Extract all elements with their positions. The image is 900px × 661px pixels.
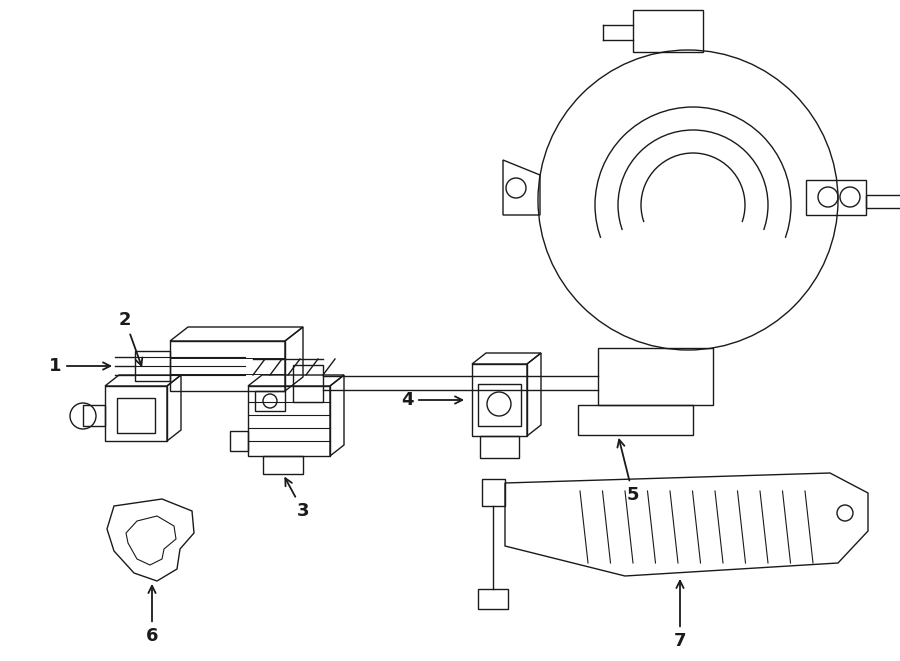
Text: 7: 7 bbox=[674, 581, 686, 650]
Text: 3: 3 bbox=[285, 478, 310, 520]
Text: 1: 1 bbox=[49, 357, 110, 375]
Text: 4: 4 bbox=[400, 391, 463, 409]
Text: 2: 2 bbox=[119, 311, 142, 366]
Wedge shape bbox=[599, 222, 787, 305]
Text: 6: 6 bbox=[146, 586, 158, 645]
Text: 5: 5 bbox=[617, 440, 639, 504]
